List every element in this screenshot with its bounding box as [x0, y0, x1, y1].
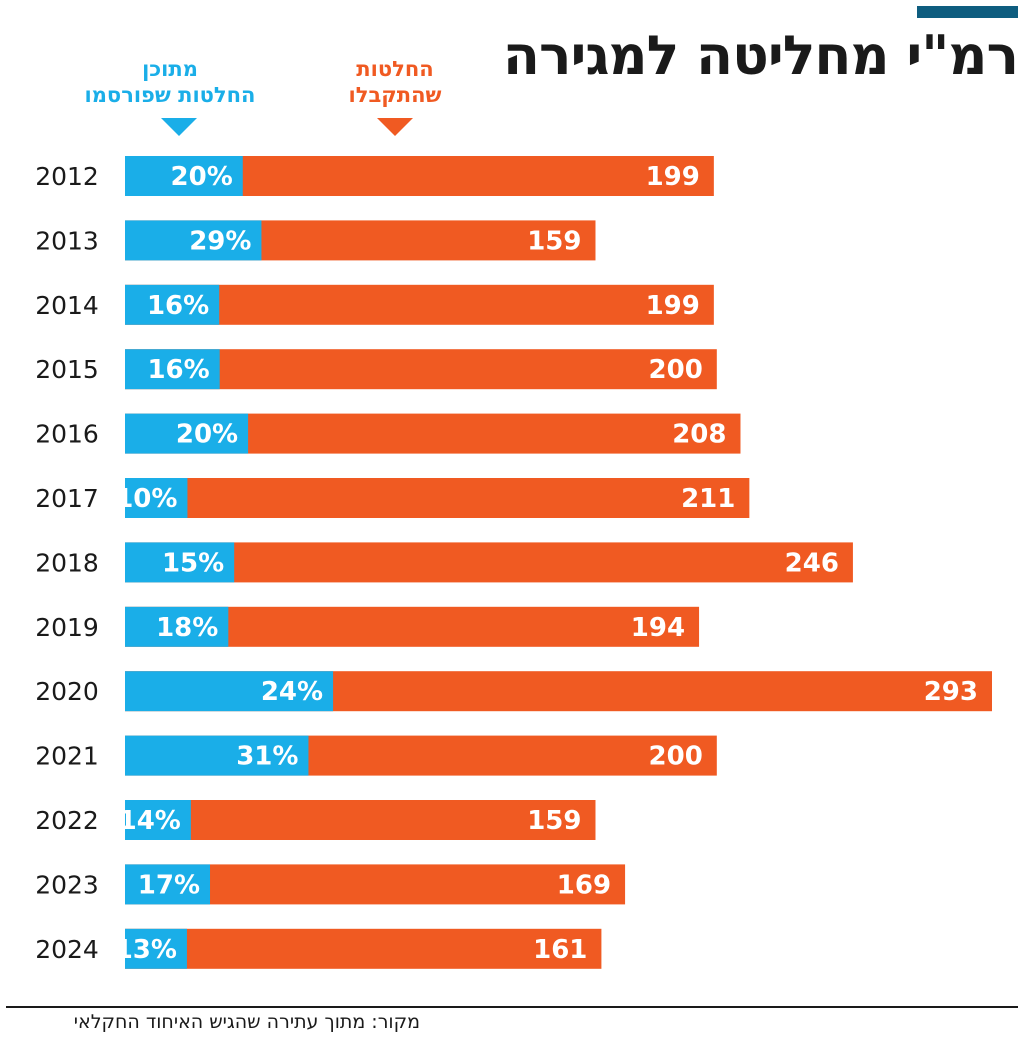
published-percent-label: 20%: [171, 162, 233, 192]
bar-total-decisions: [125, 800, 596, 840]
year-label: 2017: [35, 484, 99, 513]
total-decisions-label: 159: [527, 226, 581, 256]
bar-total-decisions: [125, 349, 717, 390]
total-decisions-label: 200: [649, 355, 703, 385]
published-percent-label: 31%: [236, 742, 298, 772]
published-percent-label: 15%: [162, 548, 224, 578]
year-label: 2014: [35, 291, 99, 320]
published-percent-label: 16%: [147, 355, 209, 385]
bar-published-share: [125, 542, 235, 583]
top-accent-bar: [917, 6, 1018, 18]
bar-published-share: [125, 864, 211, 905]
legend-accepted-line2: שהתקבלו: [348, 83, 442, 107]
total-decisions-label: 293: [924, 677, 978, 707]
year-label: 2018: [35, 548, 99, 577]
bar-published-share: [125, 606, 229, 647]
year-label: 2012: [35, 162, 99, 191]
year-label: 2022: [35, 806, 99, 835]
bar-chart: 2012 20% 199 2013 29% 159 2014 16% 199 2015 16% 200…: [35, 156, 992, 969]
year-label: 2015: [35, 355, 99, 384]
published-percent-label: 10%: [115, 484, 177, 514]
year-label: 2023: [35, 870, 99, 899]
published-percent-label: 16%: [147, 291, 209, 321]
bar-total-decisions: [125, 284, 714, 325]
total-decisions-label: 246: [785, 548, 839, 578]
legend-published: מתוכן החלטות שפורסמו: [40, 56, 300, 108]
published-percent-label: 18%: [156, 613, 218, 643]
total-decisions-label: 199: [646, 162, 700, 192]
legend-published-line1: מתוכן: [142, 57, 198, 81]
bar-published-share: [125, 349, 220, 390]
published-percent-label: 24%: [261, 677, 323, 707]
bar-published-share: [125, 478, 188, 518]
total-decisions-label: 194: [631, 613, 685, 643]
published-percent-label: 29%: [189, 226, 251, 256]
published-percent-label: 14%: [119, 806, 181, 836]
bar-total-decisions: [125, 928, 602, 969]
year-label: 2021: [35, 742, 99, 771]
bar-published-share: [125, 735, 309, 776]
bar-published-share: [125, 284, 220, 325]
legend-published-line2: החלטות שפורסמו: [84, 83, 256, 107]
bar-published-share: [125, 671, 334, 712]
bar-published-share: [125, 156, 243, 196]
year-label: 2016: [35, 420, 99, 449]
footer-divider: [6, 1006, 1018, 1008]
year-label: 2019: [35, 613, 99, 642]
total-decisions-label: 159: [527, 806, 581, 836]
total-decisions-label: 200: [649, 742, 703, 772]
total-decisions-label: 208: [672, 420, 726, 450]
legend-published-arrow-icon: [161, 118, 197, 136]
legend-accepted: החלטות שהתקבלו: [300, 56, 490, 108]
total-decisions-label: 211: [681, 484, 735, 514]
bar-total-decisions: [125, 542, 853, 583]
bar-published-share: [125, 220, 262, 261]
bar-published-share: [125, 928, 187, 969]
year-label: 2020: [35, 677, 99, 706]
bar-published-share: [125, 800, 191, 840]
legend-accepted-line1: החלטות: [356, 57, 434, 81]
total-decisions-label: 169: [557, 870, 611, 900]
published-percent-label: 17%: [138, 870, 200, 900]
bar-total-decisions: [125, 478, 750, 518]
year-label: 2024: [35, 935, 99, 964]
legend-accepted-arrow-icon: [377, 118, 413, 136]
source-note: מקור: מתוך עתירה שהגיש האיחוד החקלאי: [73, 1011, 420, 1033]
chart-title: רמ"י מחליטה למגירה: [502, 24, 1019, 87]
published-percent-label: 20%: [176, 420, 238, 450]
total-decisions-label: 161: [533, 935, 587, 965]
published-percent-label: 13%: [115, 935, 177, 965]
total-decisions-label: 199: [646, 291, 700, 321]
year-label: 2013: [35, 226, 99, 255]
bar-published-share: [125, 413, 249, 454]
